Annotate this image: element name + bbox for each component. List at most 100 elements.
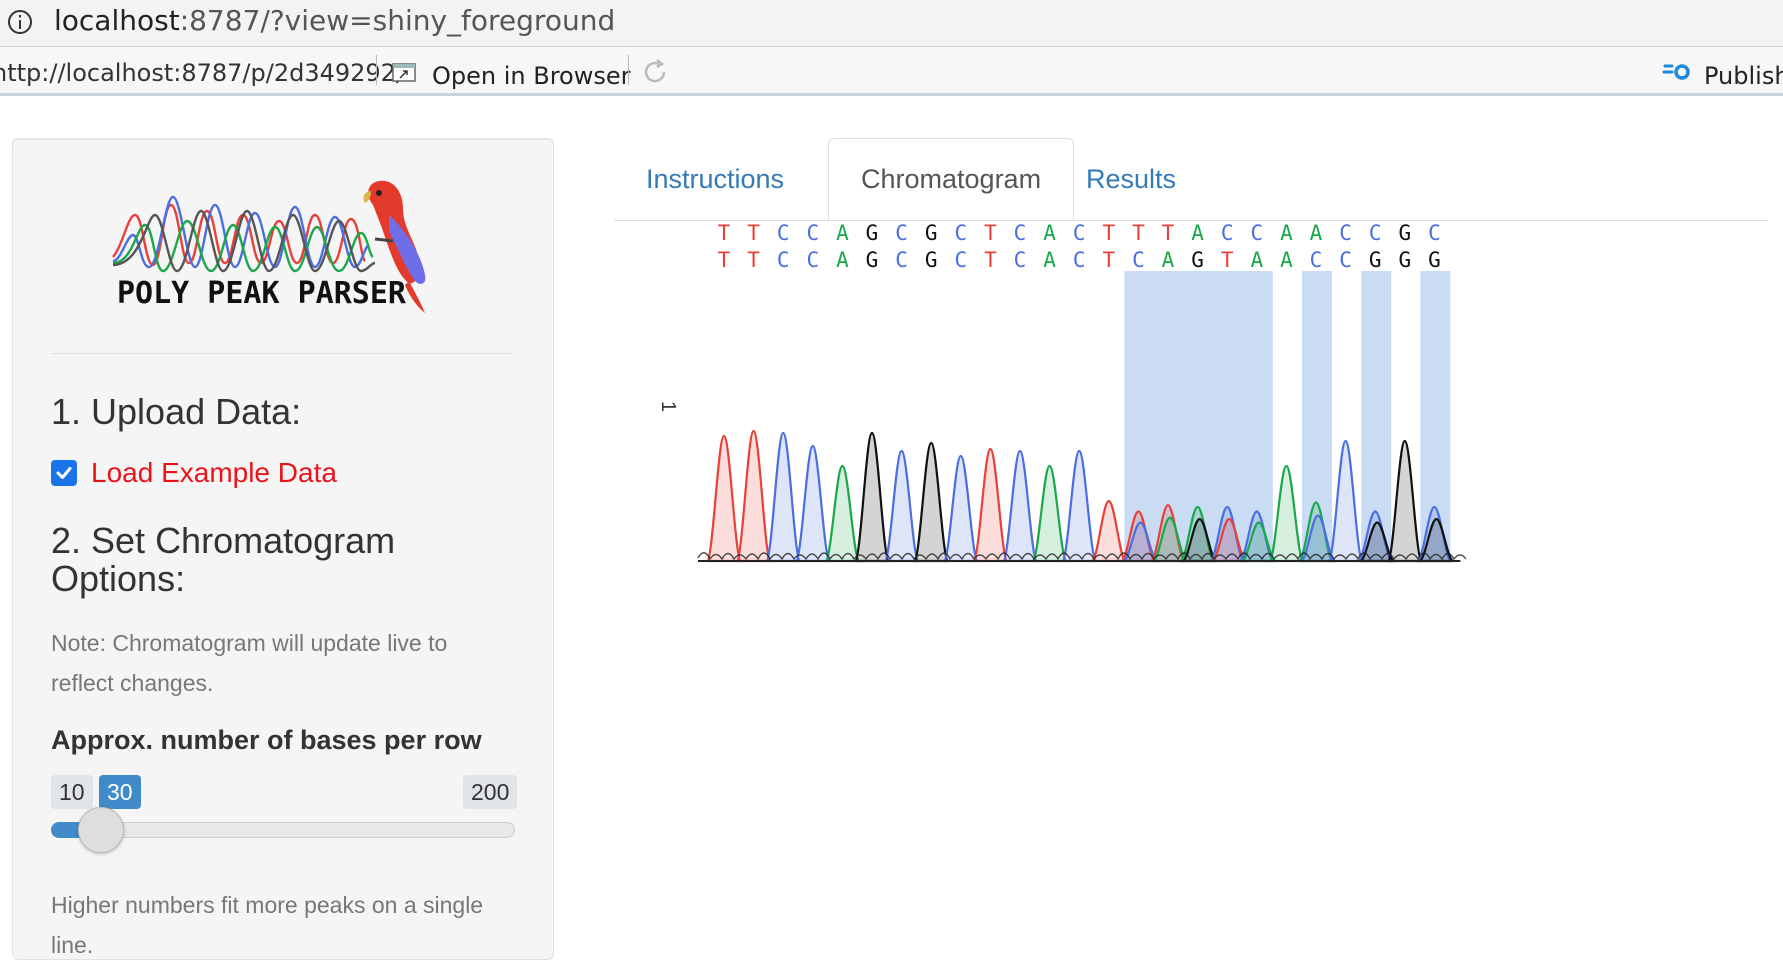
secondary-base-call: C — [1014, 248, 1027, 272]
url-path: :8787/?view=shiny_foreground — [179, 4, 616, 37]
primary-peak — [1031, 464, 1068, 563]
primary-base-call: C — [954, 221, 967, 245]
bases-per-row-help: Higher numbers fit more peaks on a singl… — [51, 892, 484, 958]
secondary-base-call: A — [1280, 248, 1293, 272]
toolbar-separator — [376, 55, 377, 85]
slider-max-label: 200 — [463, 775, 518, 809]
mismatch-highlight — [1154, 271, 1184, 561]
publish-icon[interactable] — [1662, 60, 1696, 84]
primary-base-call: A — [1043, 221, 1056, 245]
secondary-base-call: G — [1428, 248, 1441, 272]
secondary-base-call: A — [836, 248, 849, 272]
tab-instructions[interactable]: Instructions — [646, 164, 785, 194]
primary-base-call: T — [1162, 221, 1175, 245]
secondary-base-call: C — [1310, 248, 1323, 272]
upload-data-heading: 1. Upload Data: — [51, 391, 302, 432]
tab-results[interactable]: Results — [1086, 164, 1177, 194]
poly-peak-parser-logo: POLY PEAK PARSER — [112, 180, 426, 313]
primary-peak — [1090, 499, 1127, 563]
primary-base-call: G — [866, 221, 879, 245]
secondary-base-call: C — [806, 248, 819, 272]
primary-base-call: C — [1369, 221, 1382, 245]
primary-base-call: A — [1310, 221, 1323, 245]
primary-base-call: T — [984, 221, 997, 245]
secondary-base-call: G — [925, 248, 938, 272]
live-update-note: Note: Chromatogram will update live to r… — [51, 630, 448, 696]
secondary-peak — [1418, 517, 1455, 563]
bases-per-row-label: Approx. number of bases per row — [51, 725, 482, 755]
primary-base-call: T — [1132, 221, 1145, 245]
primary-peak — [705, 434, 743, 563]
secondary-base-call: G — [1191, 248, 1204, 272]
primary-base-call: C — [1073, 221, 1086, 245]
primary-peak — [913, 441, 950, 563]
background-noise-trace — [697, 552, 1467, 561]
mismatch-highlight — [1302, 271, 1332, 561]
primary-base-call: T — [718, 221, 731, 245]
secondary-base-call: C — [777, 248, 790, 272]
secondary-base-call: C — [1132, 248, 1145, 272]
url-host: localhost — [54, 4, 180, 37]
mismatch-highlight — [1183, 271, 1214, 561]
address-url[interactable]: localhost:8787/?view=shiny_foreground — [54, 4, 615, 37]
load-example-checkbox[interactable] — [51, 460, 77, 486]
primary-base-call: C — [777, 221, 790, 245]
chromatogram-plot: T T C C A G C G C T C A C T T T A C C A A C C G CT T C C A G C G C T C A C T C… — [657, 221, 1467, 563]
secondary-base-call: C — [1073, 248, 1086, 272]
chromatogram-options-heading: 2. Set Chromatogram Options: — [51, 520, 396, 599]
primary-base-call: G — [1398, 221, 1411, 245]
secondary-base-call: A — [1043, 248, 1056, 272]
secondary-base-call: T — [984, 248, 997, 272]
secondary-base-call: G — [866, 248, 879, 272]
primary-peak — [735, 429, 772, 563]
check-icon — [56, 467, 72, 479]
slider-handle[interactable] — [77, 807, 124, 853]
primary-peak — [1386, 439, 1423, 563]
viewer-toolbar: http://localhost:8787/p/2d349292/ Open i… — [0, 47, 1783, 96]
primary-base-call: C — [1221, 221, 1234, 245]
viewer-url: http://localhost:8787/p/2d349292/ — [0, 59, 405, 87]
secondary-base-call: A — [1162, 248, 1175, 272]
secondary-base-call: T — [747, 248, 760, 272]
load-example-checkbox-row[interactable]: Load Example Data — [51, 457, 337, 489]
primary-peak — [853, 431, 891, 563]
primary-base-call: T — [1102, 221, 1115, 245]
primary-peak — [1268, 464, 1305, 563]
logo-text: POLY PEAK PARSER — [117, 276, 407, 311]
primary-peak — [824, 464, 861, 563]
publish-button[interactable]: Publish — [1704, 62, 1783, 90]
primary-base-call: A — [1191, 221, 1204, 245]
primary-base-call: C — [806, 221, 819, 245]
secondary-base-call: C — [895, 248, 908, 272]
open-in-browser-button[interactable]: Open in Browser — [432, 62, 631, 90]
primary-base-call: G — [925, 221, 938, 245]
open-in-browser-icon[interactable] — [392, 61, 418, 83]
primary-peak — [794, 444, 831, 563]
primary-base-call: A — [836, 221, 849, 245]
toolbar-separator — [628, 55, 629, 85]
secondary-base-call: T — [718, 248, 731, 272]
primary-base-call: C — [1428, 221, 1441, 245]
secondary-base-call: C — [1339, 248, 1352, 272]
primary-peak — [972, 447, 1009, 563]
secondary-base-call: A — [1250, 248, 1263, 272]
primary-base-call: C — [1250, 221, 1263, 245]
info-circle-icon[interactable] — [6, 8, 34, 36]
primary-base-call: A — [1280, 221, 1293, 245]
sidebar-divider — [51, 353, 513, 354]
refresh-icon[interactable] — [640, 57, 670, 87]
primary-peak — [1061, 449, 1098, 563]
row-label: 1 — [657, 401, 679, 412]
primary-peak — [942, 454, 979, 563]
primary-base-call: T — [747, 221, 760, 245]
load-example-label[interactable]: Load Example Data — [91, 457, 337, 488]
primary-base-call: C — [1014, 221, 1027, 245]
secondary-base-call: G — [1398, 248, 1411, 272]
primary-peak — [765, 431, 802, 563]
primary-peak — [1327, 439, 1364, 563]
slider-value-label: 30 — [99, 775, 141, 809]
tab-chromatogram[interactable]: Chromatogram — [828, 138, 1075, 220]
slider-min-label: 10 — [51, 775, 93, 809]
secondary-base-call: T — [1221, 248, 1234, 272]
tab-bar: Instructions Chromatogram Results — [614, 138, 1768, 221]
